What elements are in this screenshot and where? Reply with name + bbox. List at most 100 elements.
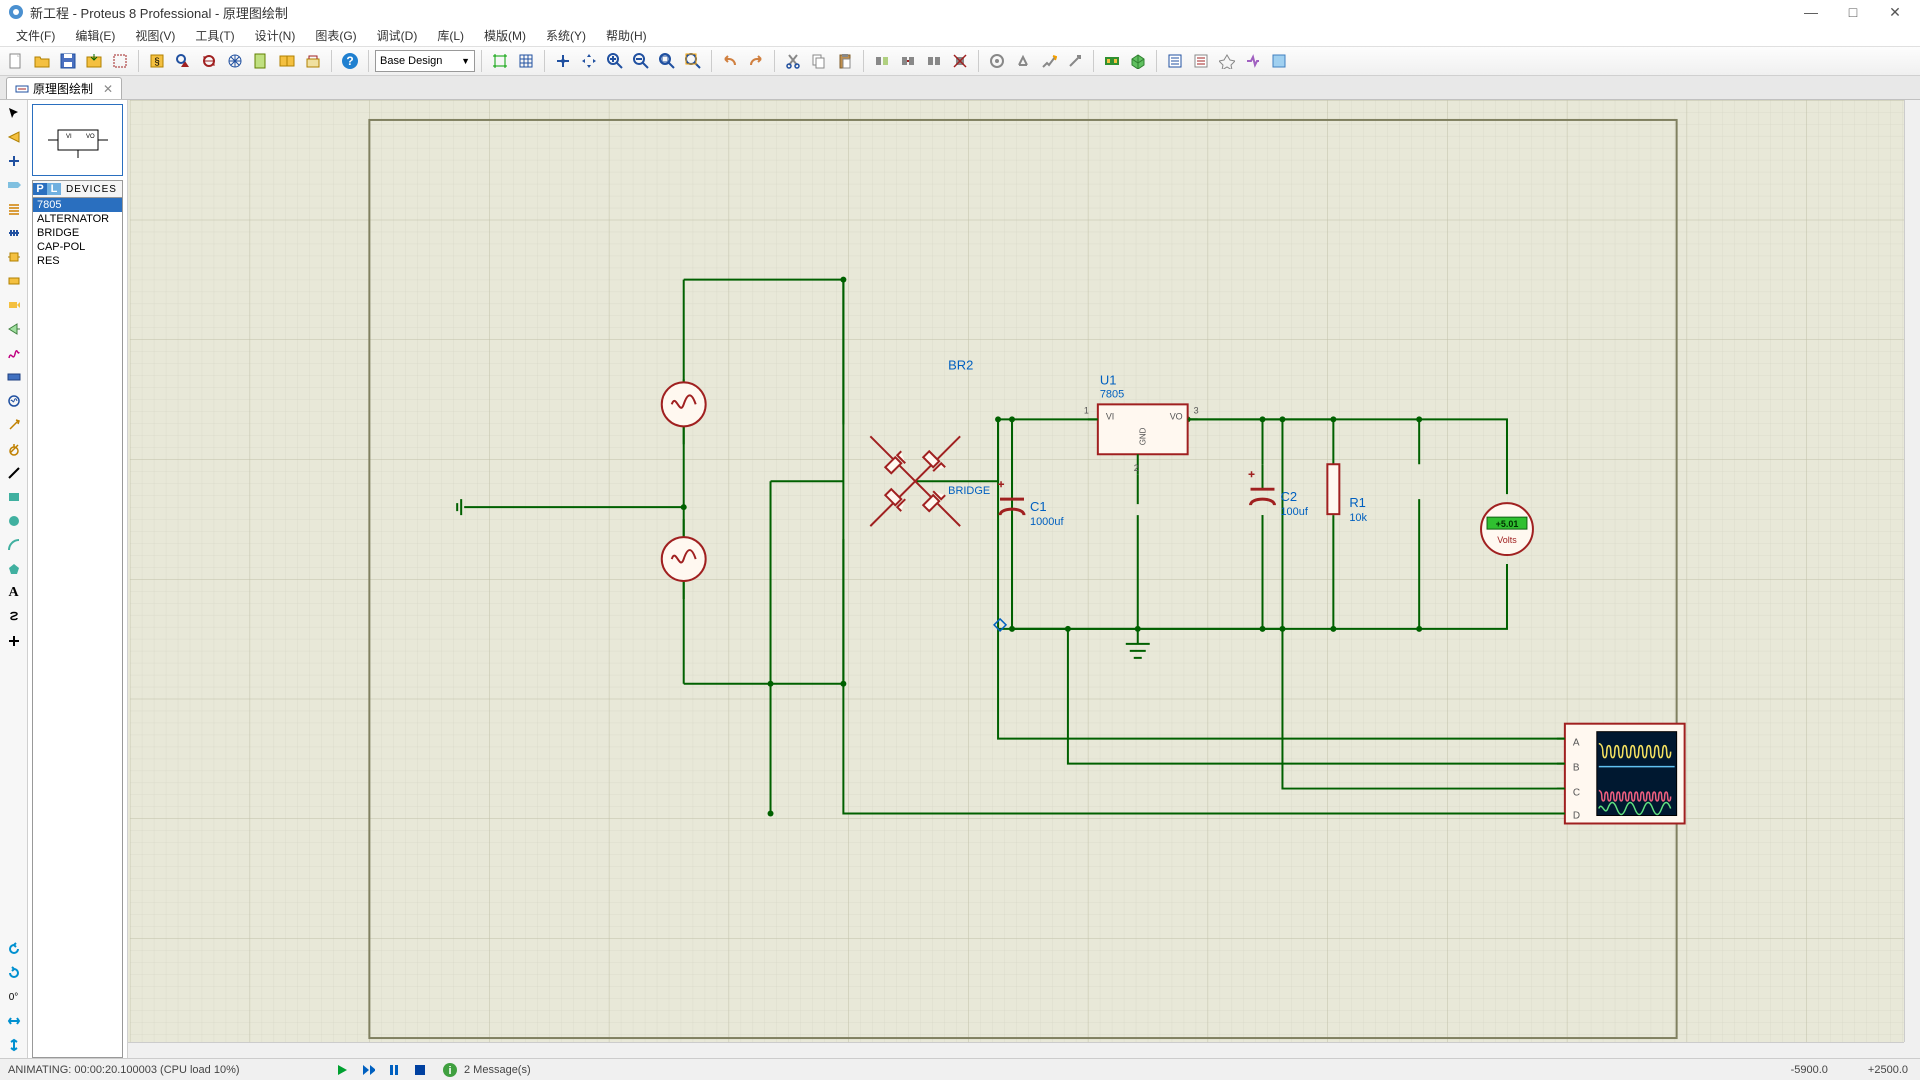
open-button[interactable] (30, 49, 54, 73)
gerber-button[interactable] (1189, 49, 1213, 73)
menu-library[interactable]: 库(L) (427, 25, 474, 46)
menu-design[interactable]: 设计(N) (245, 25, 306, 46)
tool4-button[interactable] (1063, 49, 1087, 73)
terminal-mode[interactable] (2, 294, 26, 316)
tool2-button[interactable] (1011, 49, 1035, 73)
label-mode[interactable] (2, 174, 26, 196)
vertical-scrollbar[interactable] (1904, 100, 1920, 1042)
device-item-alternator[interactable]: ALTERNATOR (33, 212, 122, 226)
flip-h-button[interactable] (2, 1010, 26, 1032)
tab-schematic[interactable]: 原理图绘制 ✕ (6, 77, 122, 99)
sheet-button[interactable] (275, 49, 299, 73)
pan-button[interactable] (577, 49, 601, 73)
rotate-ccw-button[interactable] (2, 962, 26, 984)
search-button[interactable] (171, 49, 195, 73)
rotate-cw-button[interactable] (2, 938, 26, 960)
section-button[interactable]: § (145, 49, 169, 73)
menu-edit[interactable]: 编辑(E) (65, 25, 125, 46)
cut-button[interactable] (781, 49, 805, 73)
symbol-mode[interactable] (2, 606, 26, 628)
drc-button[interactable] (1267, 49, 1291, 73)
block1-button[interactable] (870, 49, 894, 73)
refresh-button[interactable] (197, 49, 221, 73)
minimize-button[interactable]: — (1802, 4, 1820, 21)
junction-mode[interactable] (2, 150, 26, 172)
script-mode[interactable] (2, 198, 26, 220)
subcircuit-mode[interactable] (2, 246, 26, 268)
generator-mode[interactable] (2, 390, 26, 412)
rect-mode[interactable] (2, 486, 26, 508)
menu-help[interactable]: 帮助(H) (596, 25, 657, 46)
redo-button[interactable] (744, 49, 768, 73)
menu-chart[interactable]: 图表(G) (305, 25, 366, 46)
devices-l-button[interactable]: L (47, 183, 61, 195)
device-item-res[interactable]: RES (33, 254, 122, 268)
zoom-in-button[interactable] (603, 49, 627, 73)
device-item-bridge[interactable]: BRIDGE (33, 226, 122, 240)
devices-p-button[interactable]: P (33, 183, 47, 195)
horizontal-scrollbar[interactable] (128, 1042, 1904, 1058)
preview-box[interactable]: VIVO (32, 104, 123, 176)
block3-button[interactable] (922, 49, 946, 73)
grid-button[interactable] (223, 49, 247, 73)
frame-button[interactable] (488, 49, 512, 73)
zoom-out-button[interactable] (629, 49, 653, 73)
device-item-cap-pol[interactable]: CAP-POL (33, 240, 122, 254)
menu-debug[interactable]: 调试(D) (367, 25, 428, 46)
arc-mode[interactable] (2, 534, 26, 556)
origin-mode[interactable] (2, 630, 26, 652)
3d-button[interactable] (1126, 49, 1150, 73)
zoom-sel-button[interactable] (655, 49, 679, 73)
save-button[interactable] (56, 49, 80, 73)
menu-template[interactable]: 模版(M) (474, 25, 536, 46)
sym-button[interactable] (1215, 49, 1239, 73)
menu-system[interactable]: 系统(Y) (536, 25, 596, 46)
tool3-button[interactable] (1037, 49, 1061, 73)
device-item-7805[interactable]: 7805 (33, 198, 122, 212)
bom-button[interactable] (1163, 49, 1187, 73)
page-button[interactable] (249, 49, 273, 73)
area-button[interactable] (108, 49, 132, 73)
marker-button[interactable] (301, 49, 325, 73)
copy-button[interactable] (807, 49, 831, 73)
graph-mode[interactable] (2, 342, 26, 364)
new-button[interactable] (4, 49, 28, 73)
undo-button[interactable] (718, 49, 742, 73)
close-button[interactable]: ✕ (1886, 4, 1904, 21)
text-mode[interactable]: A (2, 582, 26, 604)
component-mode[interactable] (2, 126, 26, 148)
help-button[interactable]: ? (338, 49, 362, 73)
status-messages[interactable]: i 2 Message(s) (442, 1062, 531, 1078)
pause-button[interactable] (384, 1061, 404, 1079)
maximize-button[interactable]: □ (1844, 4, 1862, 21)
pcb-button[interactable] (1100, 49, 1124, 73)
menu-file[interactable]: 文件(F) (6, 25, 65, 46)
poly-mode[interactable] (2, 558, 26, 580)
step-button[interactable] (358, 1061, 378, 1079)
line-mode[interactable] (2, 462, 26, 484)
paste-button[interactable] (833, 49, 857, 73)
grid2-button[interactable] (514, 49, 538, 73)
tape-mode[interactable] (2, 366, 26, 388)
zoom-all-button[interactable] (681, 49, 705, 73)
pin-mode[interactable] (2, 318, 26, 340)
circle-mode[interactable] (2, 510, 26, 532)
tab-close-icon[interactable]: ✕ (103, 82, 113, 96)
block4-button[interactable] (948, 49, 972, 73)
part-mode[interactable] (2, 270, 26, 292)
zoom-center-button[interactable] (551, 49, 575, 73)
stop-button[interactable] (410, 1061, 430, 1079)
meter-mode[interactable] (2, 438, 26, 460)
schematic-canvas[interactable]: BR2 BRIDGE VI VO GND 1 3 2 U1 7805 (128, 100, 1920, 1058)
design-combo[interactable]: Base Design▼ (375, 50, 475, 72)
flip-v-button[interactable] (2, 1034, 26, 1056)
import-button[interactable] (82, 49, 106, 73)
net-button[interactable] (1241, 49, 1265, 73)
menu-tools[interactable]: 工具(T) (185, 25, 244, 46)
play-button[interactable] (332, 1061, 352, 1079)
menu-view[interactable]: 视图(V) (125, 25, 185, 46)
select-mode[interactable] (2, 102, 26, 124)
tool1-button[interactable] (985, 49, 1009, 73)
bus-mode[interactable] (2, 222, 26, 244)
probe-mode[interactable] (2, 414, 26, 436)
